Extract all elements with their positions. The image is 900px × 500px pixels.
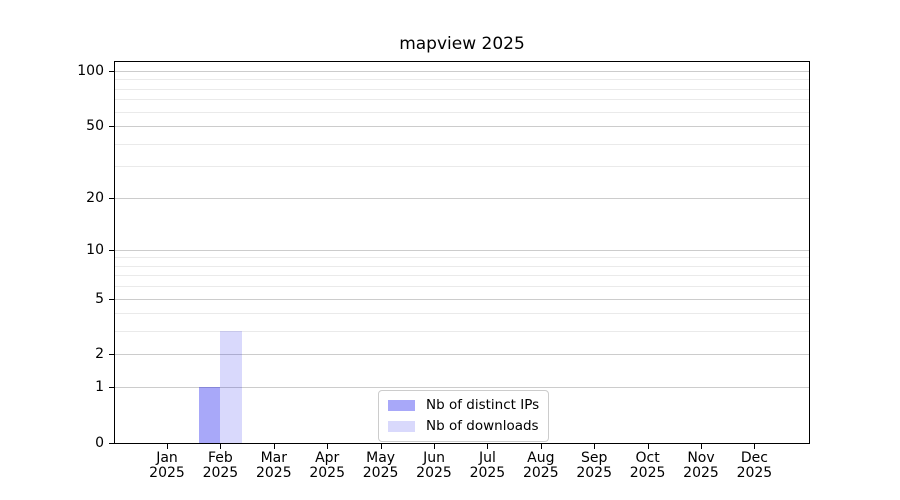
- major-gridline: [115, 354, 809, 356]
- x-tick-year: 2025: [736, 465, 773, 481]
- x-tick-month: Sep: [580, 450, 608, 466]
- x-tick-label: May 2025: [349, 451, 413, 481]
- x-tick-mark: [754, 444, 756, 449]
- x-tick-mark: [273, 444, 275, 449]
- legend-row: Nb of downloads: [388, 418, 539, 435]
- y-tick-label: 100: [77, 63, 104, 80]
- y-tick-label: 50: [86, 118, 104, 135]
- legend-row: Nb of distinct IPs: [388, 397, 539, 414]
- major-gridline: [115, 197, 809, 199]
- x-tick-label: Mar 2025: [242, 451, 306, 481]
- x-tick-year: 2025: [362, 465, 399, 481]
- x-tick-month: Feb: [207, 450, 233, 466]
- minor-gridline: [115, 286, 809, 288]
- x-tick-label: Aug 2025: [509, 451, 573, 481]
- bar-nb-of-distinct-ips: [198, 387, 221, 443]
- chart-title: mapview 2025: [399, 34, 525, 54]
- legend-label: Nb of distinct IPs: [426, 397, 540, 413]
- x-tick-label: Dec 2025: [722, 451, 786, 481]
- y-tick-mark: [109, 354, 114, 356]
- minor-gridline: [115, 313, 809, 315]
- x-tick-month: Jul: [478, 450, 496, 466]
- x-tick-year: 2025: [629, 465, 666, 481]
- x-tick-month: Dec: [740, 450, 768, 466]
- x-tick-label: Sep 2025: [562, 451, 626, 481]
- major-gridline: [115, 249, 809, 251]
- bars-layer: [115, 62, 809, 443]
- major-gridline: [115, 298, 809, 300]
- y-tick-label: 10: [86, 241, 104, 258]
- legend-label: Nb of downloads: [426, 418, 539, 434]
- legend-swatch: [388, 400, 415, 411]
- y-tick-label: 1: [95, 379, 104, 396]
- legend: Nb of distinct IPs Nb of downloads: [378, 390, 550, 442]
- x-tick-mark: [167, 444, 168, 449]
- x-tick-month: Nov: [687, 450, 715, 466]
- minor-gridline: [115, 331, 809, 333]
- minor-gridline: [115, 275, 809, 277]
- x-tick-mark: [220, 444, 222, 449]
- x-tick-mark: [701, 444, 702, 449]
- major-gridline: [115, 387, 809, 389]
- minor-gridline: [115, 257, 809, 259]
- y-tick-label: 5: [95, 290, 104, 307]
- x-tick-year: 2025: [255, 465, 292, 481]
- y-tick-mark: [109, 249, 114, 251]
- y-tick-label: 0: [95, 435, 104, 451]
- y-tick-label: 20: [86, 189, 104, 206]
- x-tick-month: Jun: [423, 450, 445, 466]
- x-tick-year: 2025: [469, 465, 506, 481]
- x-tick-label: Jan 2025: [135, 451, 199, 481]
- legend-swatch: [388, 421, 415, 432]
- y-tick-mark: [109, 126, 114, 128]
- x-tick-mark: [594, 444, 596, 449]
- x-tick-year: 2025: [202, 465, 239, 481]
- minor-gridline: [115, 111, 809, 113]
- major-gridline: [115, 71, 809, 73]
- x-tick-year: 2025: [149, 465, 185, 481]
- x-tick-month: Jan: [156, 450, 178, 466]
- y-tick-mark: [109, 197, 114, 199]
- x-tick-label: Oct 2025: [616, 451, 680, 481]
- x-tick-year: 2025: [683, 465, 719, 481]
- x-tick-label: Feb 2025: [188, 451, 252, 481]
- x-tick-year: 2025: [416, 465, 452, 481]
- minor-gridline: [115, 143, 809, 145]
- x-tick-month: May: [366, 450, 396, 466]
- minor-gridline: [115, 166, 809, 168]
- grid-layer: [115, 62, 809, 443]
- x-tick-mark: [380, 444, 382, 449]
- minor-gridline: [115, 265, 809, 267]
- minor-gridline: [115, 99, 809, 101]
- x-tick-label: Apr 2025: [295, 451, 359, 481]
- x-tick-mark: [327, 444, 329, 449]
- major-gridline: [115, 126, 809, 128]
- x-tick-month: Aug: [527, 450, 555, 466]
- y-tick-mark: [109, 443, 114, 444]
- x-tick-month: Mar: [260, 450, 287, 466]
- x-tick-mark: [487, 444, 489, 449]
- y-tick-mark: [109, 71, 114, 73]
- minor-gridline: [115, 79, 809, 81]
- x-tick-mark: [540, 444, 542, 449]
- bar-nb-of-downloads: [220, 331, 242, 443]
- x-tick-year: 2025: [576, 465, 612, 481]
- x-tick-label: Nov 2025: [669, 451, 733, 481]
- x-tick-month: Oct: [635, 450, 660, 466]
- y-tick-mark: [109, 387, 114, 389]
- y-tick-label: 2: [95, 346, 104, 363]
- plot-area: Nb of distinct IPs Nb of downloads: [114, 61, 810, 444]
- minor-gridline: [115, 88, 809, 90]
- x-tick-label: Jun 2025: [402, 451, 466, 481]
- x-tick-year: 2025: [522, 465, 559, 481]
- x-tick-label: Jul 2025: [455, 451, 519, 481]
- x-tick-month: Apr: [315, 450, 340, 466]
- x-tick-mark: [434, 444, 435, 449]
- x-tick-year: 2025: [309, 465, 345, 481]
- x-tick-mark: [647, 444, 649, 449]
- y-tick-mark: [109, 298, 114, 300]
